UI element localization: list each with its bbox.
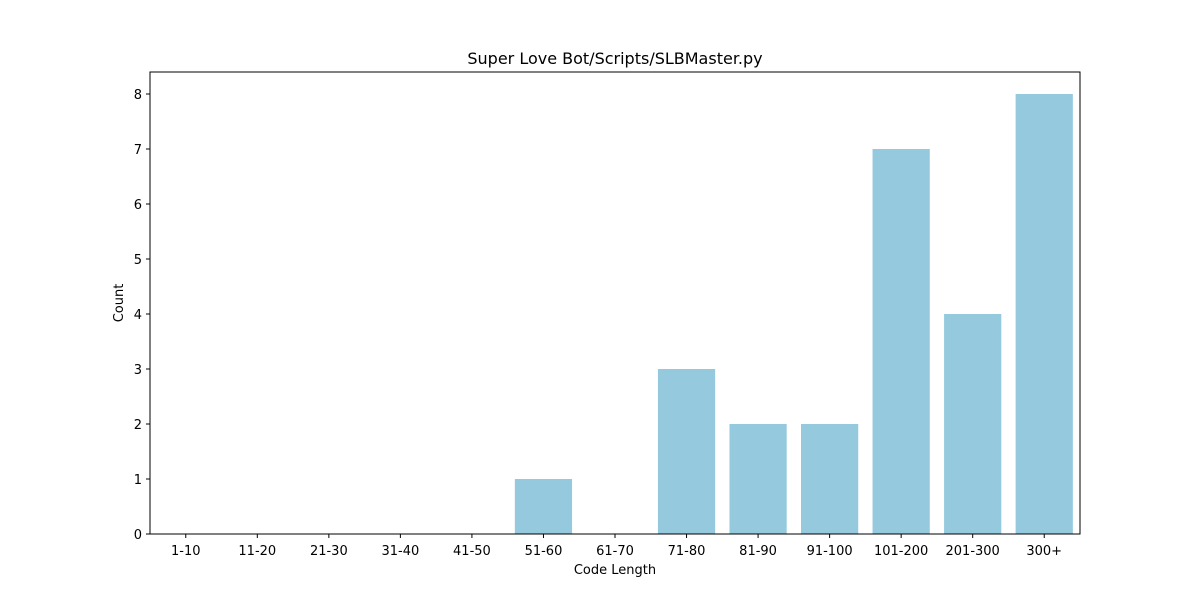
x-tick-label: 71-80	[668, 544, 706, 559]
x-tick-label: 51-60	[525, 544, 563, 559]
bar-51-60	[514, 479, 573, 534]
y-tick-label: 0	[134, 528, 142, 543]
chart-title: Super Love Bot/Scripts/SLBMaster.py	[467, 49, 762, 68]
x-axis-label: Code Length	[574, 563, 656, 578]
y-tick-label: 5	[134, 253, 142, 268]
y-tick-label: 4	[134, 308, 142, 323]
bar-91-100	[801, 424, 859, 534]
bar-71-80	[657, 369, 716, 534]
bar-300+	[1015, 94, 1073, 534]
y-tick-label: 8	[134, 88, 142, 103]
bar-201-300	[944, 314, 1002, 534]
x-tick-label: 21-30	[310, 544, 348, 559]
x-tick-label: 1-10	[171, 544, 201, 559]
x-tick-label: 11-20	[238, 544, 276, 559]
x-tick-label: 41-50	[453, 544, 491, 559]
x-tick-label: 201-300	[946, 544, 1000, 559]
y-tick-label: 1	[134, 473, 142, 488]
y-axis-label: Count	[112, 284, 127, 323]
y-tick-label: 6	[134, 198, 142, 213]
x-tick-label: 91-100	[807, 544, 853, 559]
y-tick-label: 2	[134, 418, 142, 433]
y-tick-label: 3	[134, 363, 142, 378]
bar-101-200	[872, 149, 930, 534]
x-tick-label: 61-70	[596, 544, 634, 559]
plot-frame	[149, 71, 1081, 535]
x-tick-label: 300+	[1026, 544, 1062, 559]
x-axis: 1-10 11-20 21-30 31-40 41-50 51-60 61-70 71-80 8…	[171, 534, 1062, 559]
x-tick-label: 81-90	[739, 544, 777, 559]
y-axis: 0 1 2 3 4 5 6 7 8	[134, 88, 150, 543]
x-tick-label: 101-200	[874, 544, 928, 559]
bar-81-90	[729, 424, 787, 534]
bars-layer	[514, 94, 1073, 534]
y-tick-label: 7	[134, 143, 142, 158]
x-tick-label: 31-40	[381, 544, 419, 559]
